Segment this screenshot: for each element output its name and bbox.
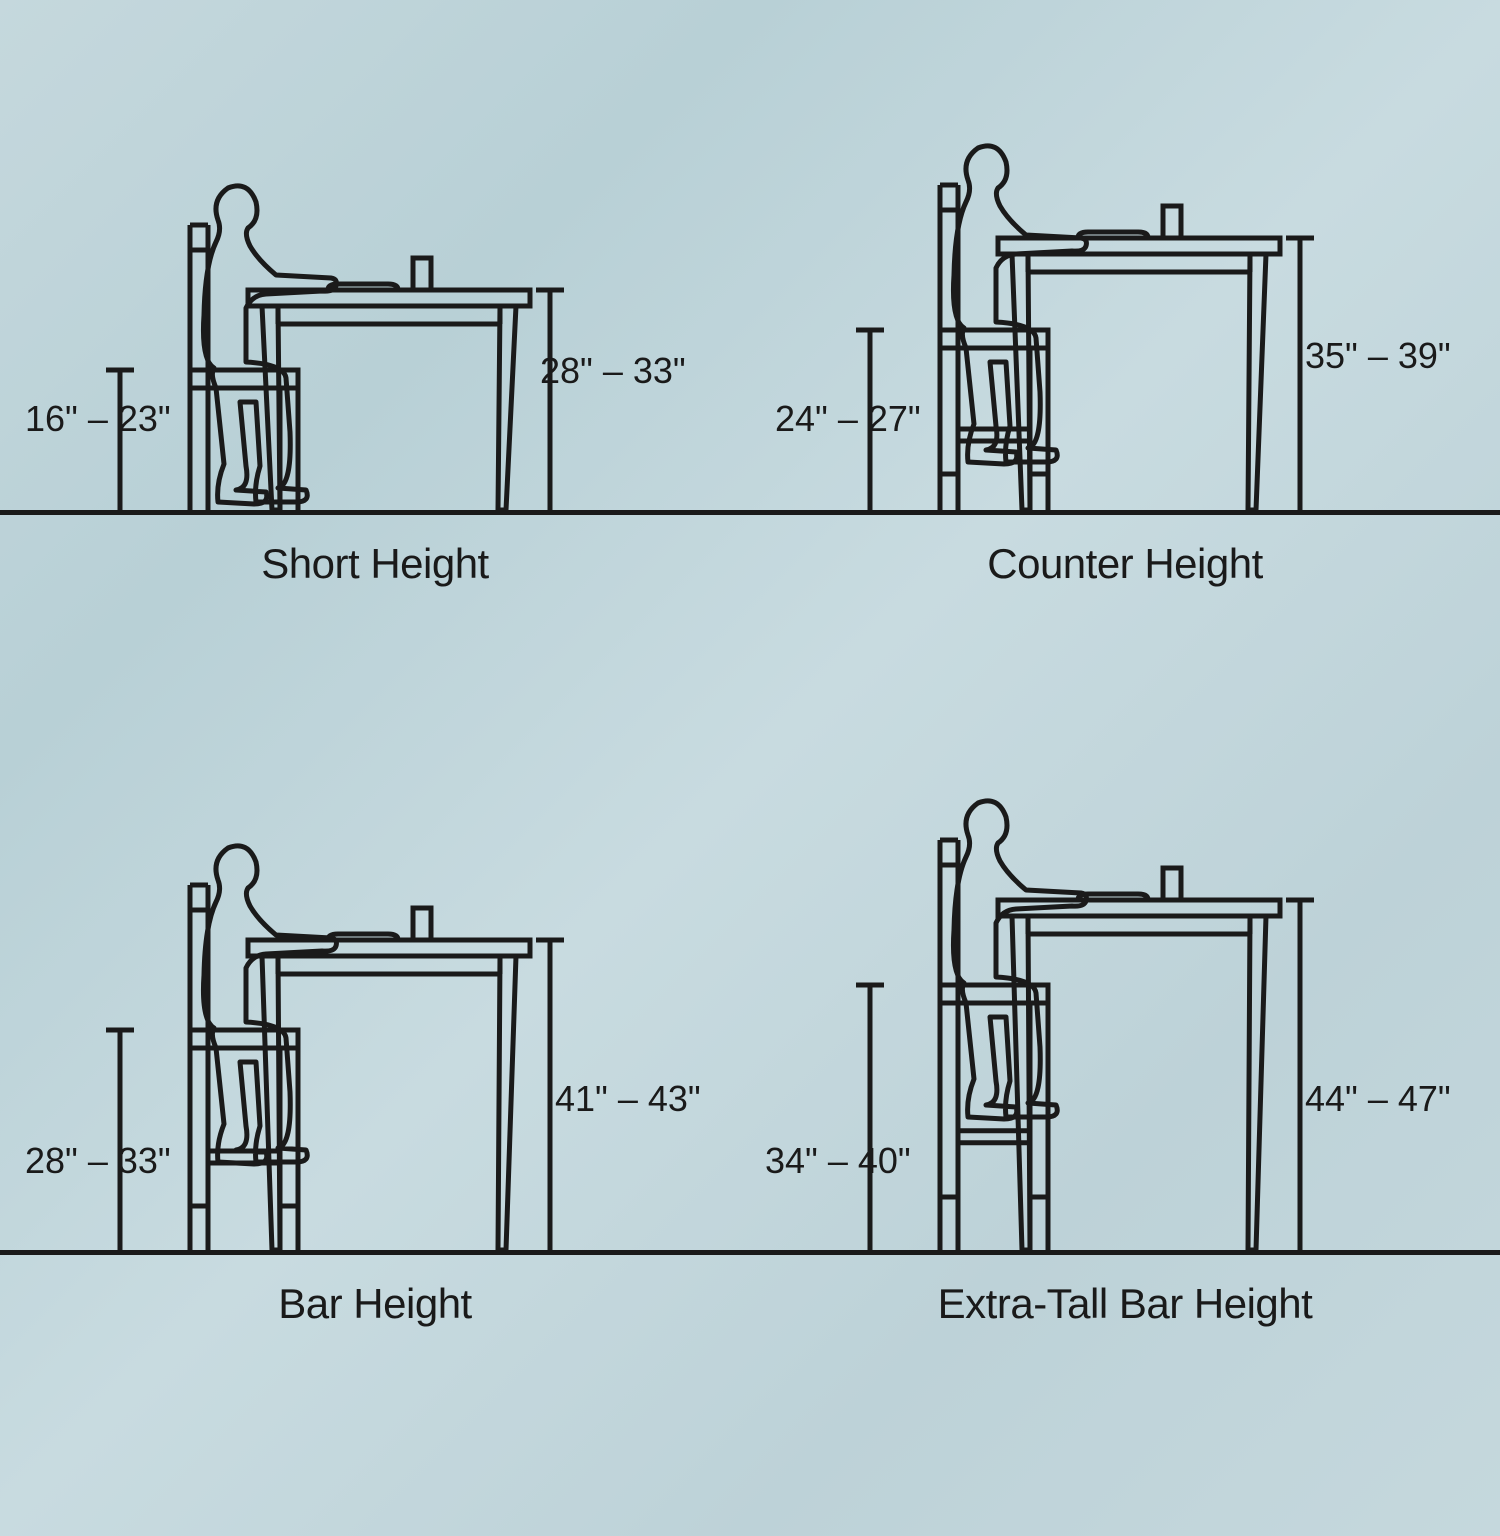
panel-title: Extra-Tall Bar Height [750, 1280, 1500, 1328]
ground-line [0, 1250, 1500, 1255]
panel-counter: 24" – 27" 35" – 39" Counter Height [750, 0, 1500, 768]
panel-extratall: 34" – 40" 44" – 47" Extra-Tall Bar Height [750, 720, 1500, 1488]
seat-height-label: 28" – 33" [25, 1140, 171, 1182]
panel-short: 16" – 23" 28" – 33" Short Height [0, 0, 750, 768]
seat-height-label: 16" – 23" [25, 398, 171, 440]
panel-title: Bar Height [0, 1280, 750, 1328]
panel-title: Short Height [0, 540, 750, 588]
table-height-label: 44" – 47" [1305, 1078, 1451, 1120]
table-height-label: 35" – 39" [1305, 335, 1451, 377]
seat-height-label: 34" – 40" [765, 1140, 911, 1182]
panel-title: Counter Height [750, 540, 1500, 588]
table-height-label: 28" – 33" [540, 350, 686, 392]
seat-height-label: 24" – 27" [775, 398, 921, 440]
panel-bar: 28" – 33" 41" – 43" Bar Height [0, 720, 750, 1488]
table-height-label: 41" – 43" [555, 1078, 701, 1120]
ground-line [0, 510, 1500, 515]
